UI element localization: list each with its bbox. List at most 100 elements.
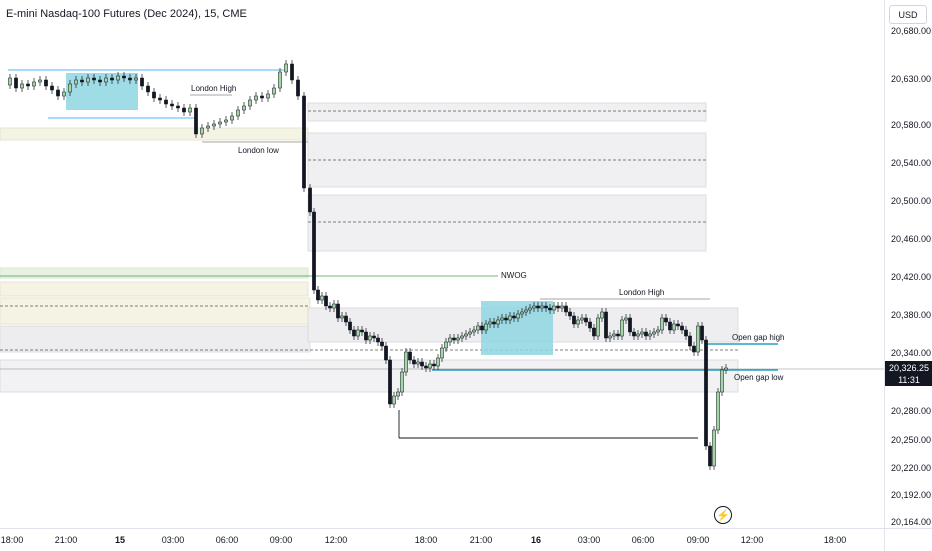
candlestick-chart: [0, 60, 884, 470]
candle: [496, 319, 500, 325]
lightning-icon[interactable]: ⚡: [714, 506, 732, 524]
candle: [372, 335, 376, 339]
candle: [560, 305, 564, 309]
candle: [424, 365, 428, 369]
gap-zone: [0, 297, 311, 325]
time-tick: 09:00: [269, 535, 293, 545]
chart-area[interactable]: E-mini Nasdaq-100 Futures (Dec 2024), 15…: [0, 0, 884, 528]
candle: [122, 75, 126, 79]
candle: [56, 89, 60, 97]
candle: [532, 305, 536, 309]
candle: [648, 333, 652, 337]
range-box: [307, 194, 707, 252]
currency-selector[interactable]: USD: [889, 5, 927, 24]
candle: [420, 361, 424, 367]
candle: [364, 331, 368, 341]
candle: [556, 305, 560, 309]
price-tick: 20,630.00: [891, 74, 932, 84]
candle: [206, 125, 210, 129]
time-tick: 06:00: [631, 535, 655, 545]
candle: [260, 95, 264, 99]
candle: [176, 105, 180, 109]
candle: [110, 77, 114, 81]
candle: [404, 351, 408, 373]
candle: [348, 321, 352, 331]
candle: [164, 99, 168, 105]
session-box: [481, 301, 553, 355]
candle: [616, 333, 620, 337]
candle: [544, 305, 548, 309]
candle: [464, 333, 468, 337]
candle: [50, 85, 54, 91]
candle: [588, 321, 592, 329]
time-tick: 06:00: [215, 535, 239, 545]
countdown: 11:31: [898, 375, 920, 385]
candle: [254, 95, 258, 101]
candle: [266, 93, 270, 99]
candle: [384, 345, 388, 361]
candle: [212, 123, 216, 127]
candle: [344, 315, 348, 323]
candle: [528, 307, 532, 311]
candle: [62, 91, 66, 97]
candle: [704, 339, 708, 447]
candle: [376, 337, 380, 343]
candle: [716, 391, 720, 431]
candle: [456, 337, 460, 341]
candle: [660, 317, 664, 331]
candle: [328, 305, 332, 309]
candle: [400, 371, 404, 393]
candle: [360, 329, 364, 333]
candle: [472, 329, 476, 333]
candle: [484, 323, 488, 331]
candle: [584, 317, 588, 323]
candle: [580, 317, 584, 321]
time-axis[interactable]: 18:00 21:00 15 03:00 06:00 09:00 12:00 18:00 21:…: [0, 528, 884, 551]
candle: [324, 295, 328, 307]
candle: [440, 347, 444, 359]
candle: [500, 317, 504, 321]
candle: [688, 335, 692, 347]
candle: [564, 305, 568, 313]
candle: [512, 315, 516, 319]
candle: [320, 295, 324, 301]
candle: [644, 331, 648, 337]
price-axis[interactable]: USD 20,680.00 20,630.00 20,580.00 20,540.00…: [884, 0, 932, 528]
london-low-label: London low: [238, 146, 279, 155]
candle: [302, 95, 306, 189]
candle: [290, 63, 294, 81]
candle: [14, 77, 18, 89]
candle: [652, 331, 656, 335]
price-tick: 20,164.00: [891, 517, 932, 527]
candle: [448, 337, 452, 343]
candle: [504, 317, 508, 321]
candle: [604, 311, 608, 339]
candle: [368, 335, 372, 341]
candle: [44, 79, 48, 87]
candle: [536, 305, 540, 309]
time-tick: 21:00: [469, 535, 493, 545]
candle: [68, 83, 72, 93]
candle: [308, 187, 312, 213]
candle: [272, 87, 276, 95]
candle: [624, 317, 628, 321]
candle: [640, 331, 644, 335]
gap-zone: [0, 281, 309, 297]
price-tick: 20,192.00: [891, 490, 932, 500]
time-tick: 03:00: [577, 535, 601, 545]
session-box: [66, 73, 138, 110]
range-box: [307, 102, 707, 122]
candle: [524, 309, 528, 313]
candle: [236, 109, 240, 117]
candle: [188, 107, 192, 113]
candle: [284, 63, 288, 73]
price-tick: 20,220.00: [891, 463, 932, 473]
time-tick: 18:00: [823, 535, 847, 545]
candle: [380, 341, 384, 347]
time-tick: 18:00: [0, 535, 24, 545]
range-box: [0, 359, 739, 393]
candle: [516, 313, 520, 319]
candle: [520, 311, 524, 315]
open-gap-low-label: Open gap low: [734, 373, 784, 382]
candle: [392, 395, 396, 405]
